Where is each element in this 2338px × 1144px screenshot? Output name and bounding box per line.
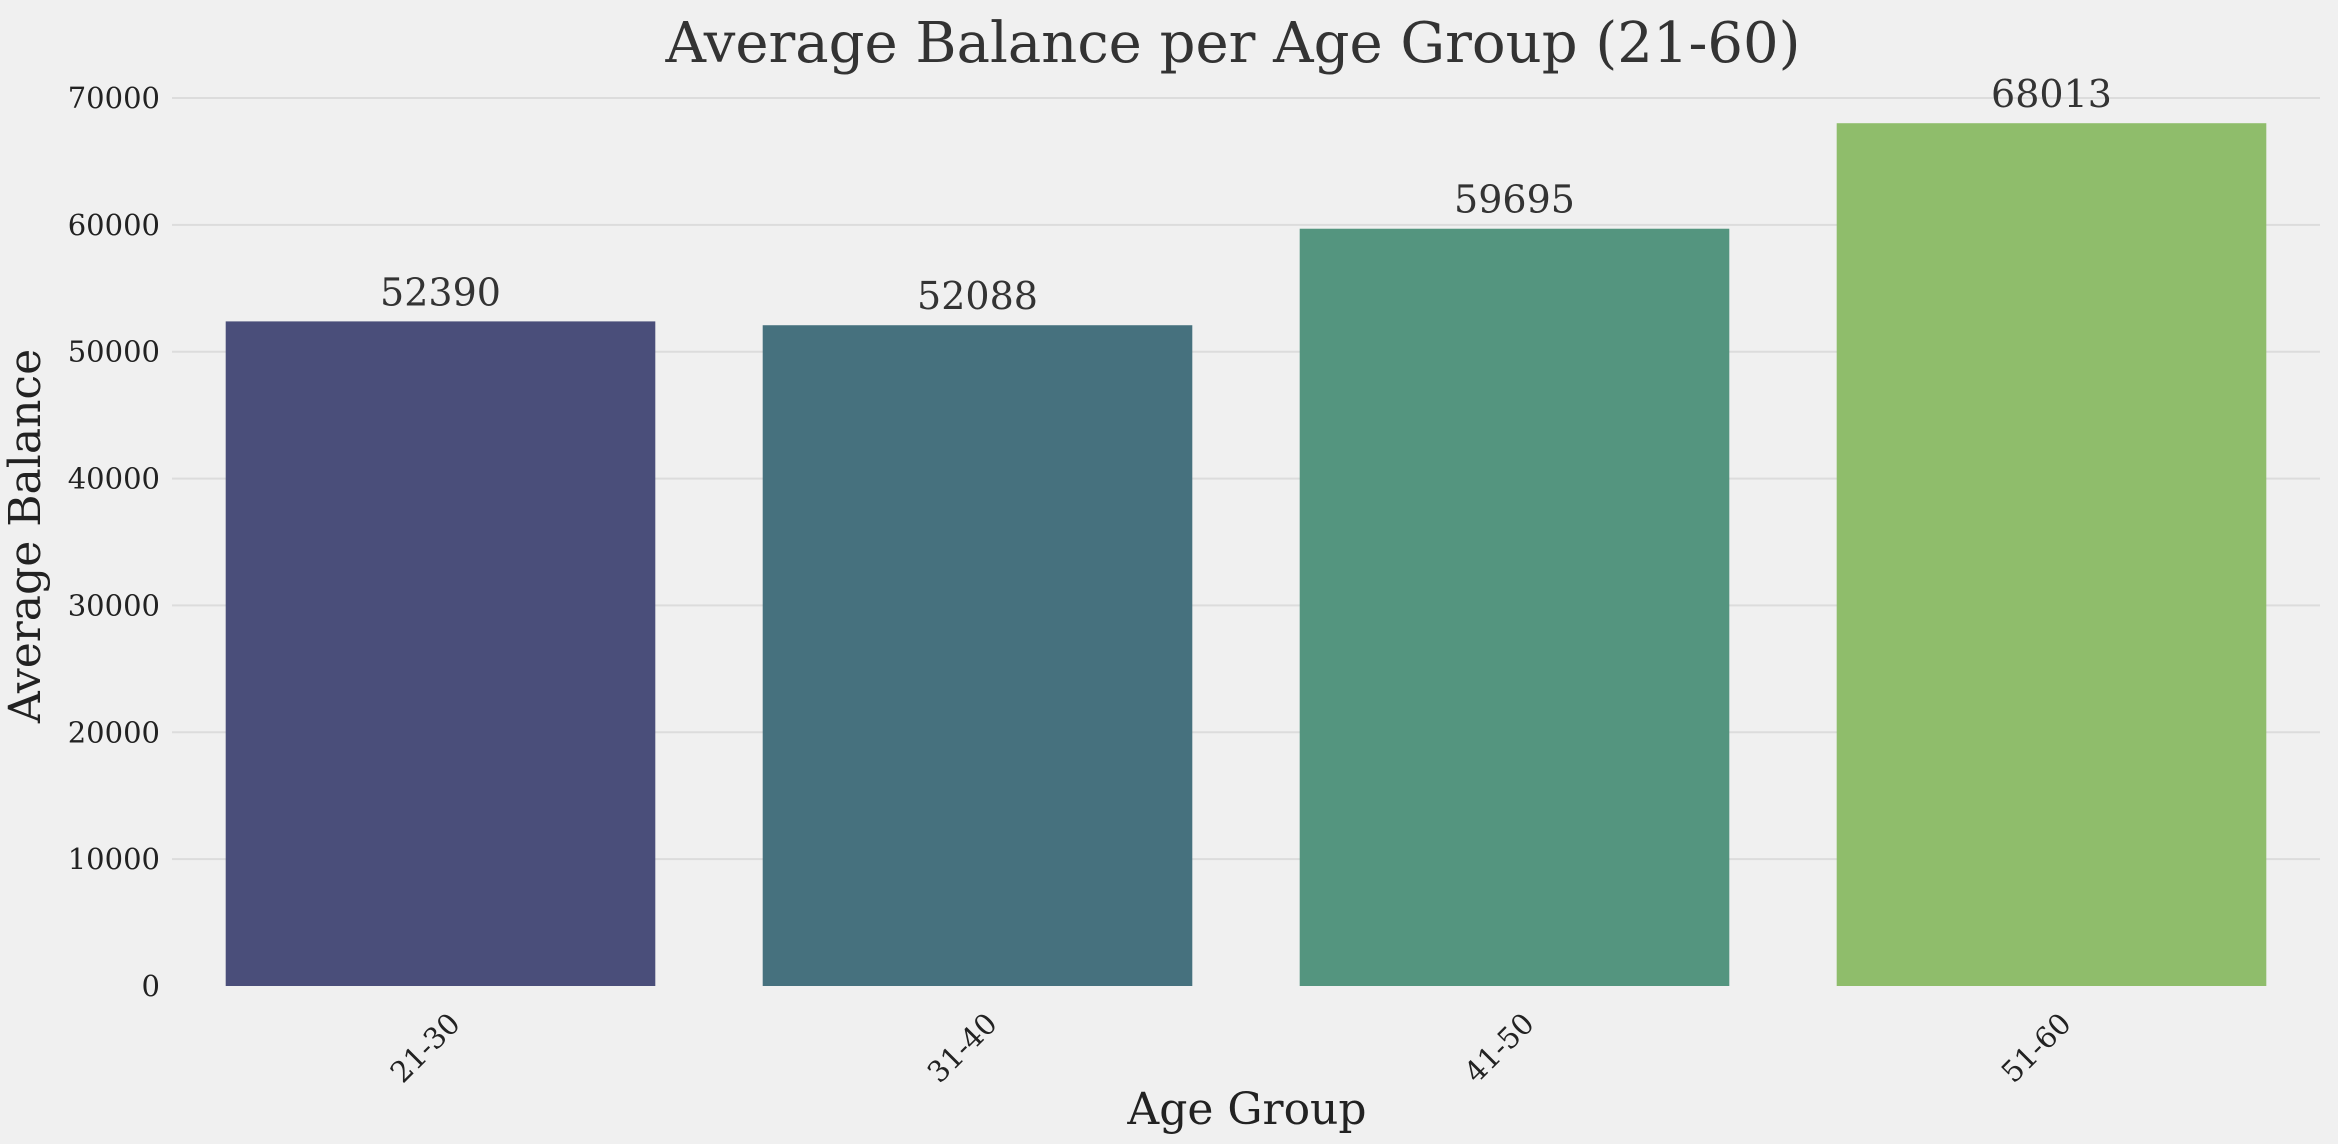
y-tick-label: 60000	[68, 208, 160, 242]
bar-value-label: 52088	[917, 274, 1038, 318]
bar-41-50	[1299, 228, 1730, 986]
bar-31-40	[762, 325, 1193, 986]
bar-value-label: 68013	[1991, 72, 2112, 116]
x-tick-label: 31-40	[921, 1006, 1004, 1089]
y-tick-label: 20000	[68, 715, 160, 749]
y-tick-label: 30000	[68, 588, 160, 622]
y-tick-label: 0	[142, 969, 160, 1003]
y-tick-label: 50000	[68, 335, 160, 369]
y-axis-label: Average Balance	[0, 349, 51, 724]
x-tick-label: 51-60	[1995, 1006, 2078, 1089]
x-tick-label: 41-50	[1458, 1006, 1541, 1089]
x-axis-label: Age Group	[1126, 1084, 1366, 1135]
y-axis-ticks: 0 10000 20000 30000 40000 50000 60000 70000	[68, 81, 160, 1003]
x-tick-label: 21-30	[384, 1006, 467, 1089]
y-tick-label: 40000	[68, 462, 160, 496]
bar-value-labels: 52390 52088 59695 68013	[380, 72, 2112, 318]
bar-value-label: 59695	[1454, 178, 1575, 222]
x-axis-ticks: 21-30 31-40 41-50 51-60	[384, 1006, 2078, 1089]
bar-51-60	[1836, 123, 2267, 986]
chart-title: Average Balance per Age Group (21-60)	[665, 11, 1801, 76]
bars	[225, 123, 2267, 987]
y-tick-label: 70000	[68, 81, 160, 115]
bar-21-30	[225, 321, 656, 987]
bar-value-label: 52390	[380, 270, 501, 314]
y-tick-label: 10000	[68, 842, 160, 876]
